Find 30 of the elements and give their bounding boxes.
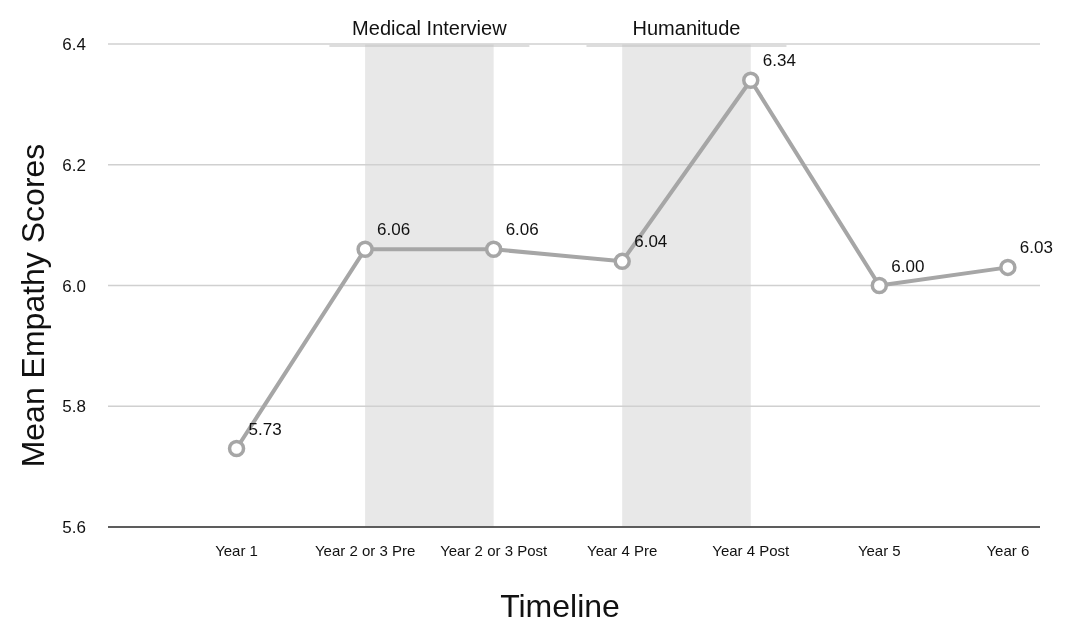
x-tick-label: Year 1: [215, 542, 258, 559]
x-tick-label: Year 2 or 3 Post: [440, 542, 548, 559]
point: [356, 240, 374, 259]
x-tick-label: Year 4 Post: [712, 542, 791, 559]
data-label: 6.06: [377, 220, 411, 240]
data-label: 6.00: [891, 256, 925, 276]
point: [613, 252, 631, 271]
point: [742, 71, 760, 89]
y-axis-title: Mean Empathy Scores: [15, 143, 51, 468]
y-tick-label: 6.2: [62, 155, 86, 175]
y-tick-label: 5.8: [62, 397, 86, 417]
y-tick-label: 5.6: [62, 518, 86, 537]
data-label: 6.04: [634, 232, 668, 252]
data-label: 5.73: [248, 419, 282, 439]
band-label: Medical Interview: [352, 17, 508, 39]
data-label: 6.03: [1019, 238, 1053, 258]
y-tick-label: 6.4: [62, 35, 86, 54]
y-tick-label: 6.0: [62, 276, 86, 296]
x-tick-label: Year 2 or 3 Pre: [314, 542, 416, 559]
data-label: 6.34: [762, 51, 796, 71]
data-label: 6.06: [505, 220, 539, 240]
x-tick-label: Year 6: [986, 542, 1030, 559]
point: [484, 240, 503, 259]
x-axis-title: Timeline: [500, 588, 620, 624]
x-tick-label: Year 5: [857, 542, 901, 559]
point: [999, 258, 1017, 277]
band-label: Humanitude: [632, 17, 741, 39]
point: [870, 276, 889, 295]
x-tick-label: Year 4 Pre: [587, 542, 658, 559]
point: [227, 439, 246, 458]
